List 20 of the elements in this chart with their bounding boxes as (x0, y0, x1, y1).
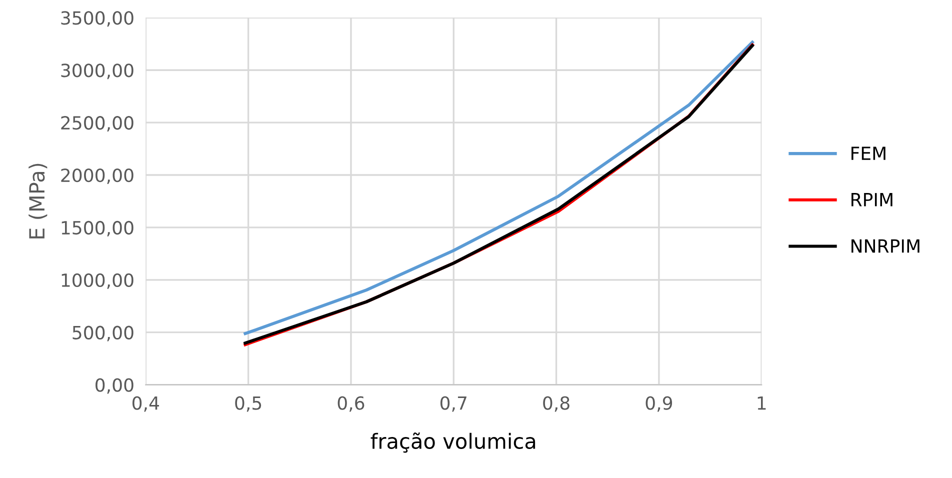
x-tick-label: 0,7 (440, 396, 466, 412)
y-tick-label: 2500,00 (61, 116, 134, 132)
x-tick-label: 0,9 (646, 396, 672, 412)
legend-label: NNRPIM (852, 239, 920, 253)
y-tick-label: 1500,00 (62, 220, 134, 236)
x-tick-label: 0,8 (543, 396, 570, 412)
x-axis-title: fração volumica (370, 432, 536, 453)
x-tick-label: 0,4 (132, 396, 159, 412)
legend-label: RPIM (852, 193, 892, 206)
x-tick-label: 1 (758, 396, 766, 410)
x-tick-label: 0,5 (235, 396, 262, 412)
y-tick-label: 500,00 (72, 326, 134, 342)
y-tick-label: 3500,00 (61, 11, 134, 27)
y-tick-label: 0,00 (96, 378, 134, 394)
y-axis-title: E (MPa) (28, 164, 48, 238)
x-tick-label: 0,6 (338, 396, 364, 412)
y-tick-label: 3000,00 (61, 64, 134, 80)
y-tick-label: 1000,00 (62, 273, 134, 289)
y-tick-label: 2000,00 (61, 168, 134, 184)
legend-label: FEM (852, 146, 886, 160)
